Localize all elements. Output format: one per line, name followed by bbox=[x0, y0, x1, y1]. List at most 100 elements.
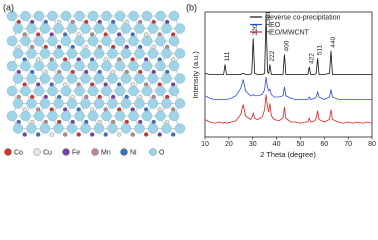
oxygen-atom bbox=[20, 35, 31, 47]
oxygen-atom bbox=[20, 10, 31, 22]
oxygen-atom bbox=[39, 48, 51, 59]
oxygen-atom bbox=[80, 48, 91, 59]
oxygen-atom bbox=[128, 85, 139, 97]
oxygen-atom bbox=[107, 123, 118, 134]
oxygen-atom bbox=[66, 73, 78, 84]
oxygen-atom bbox=[66, 23, 78, 34]
metal-atom bbox=[144, 132, 149, 137]
oxygen-atom bbox=[114, 35, 126, 47]
x-tick-label: 50 bbox=[297, 141, 305, 148]
oxygen-atom bbox=[168, 85, 180, 97]
oxygen-atom bbox=[93, 98, 105, 109]
y-axis-label: Intensity (a.u.) bbox=[191, 51, 200, 99]
oxygen-atom bbox=[134, 23, 145, 34]
oxygen-atom bbox=[12, 48, 24, 59]
oxygen-atom bbox=[101, 85, 112, 97]
oxygen-atom bbox=[141, 35, 153, 47]
x-tick-label: 20 bbox=[225, 141, 233, 148]
legend-label: Reverse co-precipitation bbox=[265, 14, 341, 21]
oxygen-atom bbox=[6, 10, 18, 22]
oxygen-atom bbox=[120, 48, 132, 59]
oxygen-atom bbox=[20, 85, 31, 97]
oxygen-atom bbox=[47, 10, 58, 22]
panel-label: (a) bbox=[3, 2, 14, 12]
oxygen-atom bbox=[39, 98, 51, 109]
oxygen-atom bbox=[87, 110, 99, 122]
oxygen-atom bbox=[101, 35, 112, 47]
oxygen-atom bbox=[74, 60, 85, 72]
oxygen-atom bbox=[174, 123, 186, 134]
oxygen-atom bbox=[60, 110, 72, 122]
oxygen-atom bbox=[80, 98, 91, 109]
oxygen-atom bbox=[20, 60, 31, 72]
oxygen-atom bbox=[74, 35, 85, 47]
peak-label: 422 bbox=[308, 53, 315, 64]
peak-label: 331 bbox=[265, 11, 272, 22]
xrd-line bbox=[204, 76, 372, 100]
x-tick-label: 80 bbox=[368, 141, 376, 148]
oxygen-atom bbox=[87, 35, 99, 47]
legend-label: Ni bbox=[130, 149, 137, 156]
oxygen-atom bbox=[47, 85, 58, 97]
oxygen-atom bbox=[141, 110, 153, 122]
oxygen-atom bbox=[60, 85, 72, 97]
oxygen-atom bbox=[80, 73, 91, 84]
oxygen-atom bbox=[66, 98, 78, 109]
figure: (a) (b) 2 Theta (degree) Intensity (a.u.… bbox=[3, 2, 376, 159]
oxygen-atom bbox=[141, 85, 153, 97]
oxygen-atom bbox=[53, 23, 64, 34]
oxygen-atom bbox=[101, 60, 112, 72]
oxygen-atom bbox=[33, 110, 45, 122]
legend-label: HEO bbox=[265, 22, 281, 29]
metal-atom bbox=[130, 132, 135, 137]
metal-atom bbox=[63, 132, 68, 137]
metal-atom bbox=[22, 132, 27, 137]
crystal-structure bbox=[6, 10, 186, 137]
oxygen-atom bbox=[60, 60, 72, 72]
oxygen-atom bbox=[26, 23, 37, 34]
oxygen-atom bbox=[53, 73, 64, 84]
oxygen-atom bbox=[147, 23, 159, 34]
oxygen-atom bbox=[101, 110, 112, 122]
legend-swatch bbox=[91, 148, 99, 156]
oxygen-atom bbox=[87, 85, 99, 97]
peak-label: 220 bbox=[252, 24, 259, 35]
x-tick-label: 30 bbox=[249, 141, 257, 148]
peak-label: 111 bbox=[224, 51, 231, 61]
oxygen-atom bbox=[107, 48, 118, 59]
legend-swatch bbox=[4, 148, 12, 156]
oxygen-atom bbox=[134, 73, 145, 84]
oxygen-atom bbox=[114, 110, 126, 122]
oxygen-atom bbox=[120, 123, 132, 134]
oxygen-atom bbox=[74, 85, 85, 97]
oxygen-atom bbox=[107, 23, 118, 34]
oxygen-atom bbox=[168, 60, 180, 72]
oxygen-atom bbox=[147, 48, 159, 59]
metal-atom bbox=[103, 132, 108, 137]
oxygen-atom bbox=[120, 23, 132, 34]
xrd-line bbox=[204, 94, 373, 124]
oxygen-atom bbox=[155, 60, 166, 72]
legend-label: Cu bbox=[43, 149, 52, 156]
x-tick-label: 60 bbox=[320, 141, 328, 148]
oxygen-atom bbox=[120, 73, 132, 84]
oxygen-atom bbox=[33, 10, 45, 22]
oxygen-atom bbox=[26, 123, 37, 134]
oxygen-atom bbox=[128, 35, 139, 47]
oxygen-atom bbox=[6, 35, 18, 47]
oxygen-atom bbox=[161, 98, 172, 109]
oxygen-atom bbox=[33, 85, 45, 97]
oxygen-atom bbox=[53, 48, 64, 59]
legend-swatch bbox=[149, 148, 157, 156]
oxygen-atom bbox=[161, 48, 172, 59]
oxygen-atom bbox=[141, 10, 153, 22]
oxygen-atom bbox=[93, 48, 105, 59]
x-tick-label: 70 bbox=[344, 141, 352, 148]
oxygen-atom bbox=[74, 10, 85, 22]
oxygen-atom bbox=[87, 60, 99, 72]
oxygen-atom bbox=[26, 48, 37, 59]
oxygen-atom bbox=[26, 73, 37, 84]
oxygen-atom bbox=[134, 48, 145, 59]
oxygen-atom bbox=[107, 73, 118, 84]
oxygen-atom bbox=[168, 10, 180, 22]
